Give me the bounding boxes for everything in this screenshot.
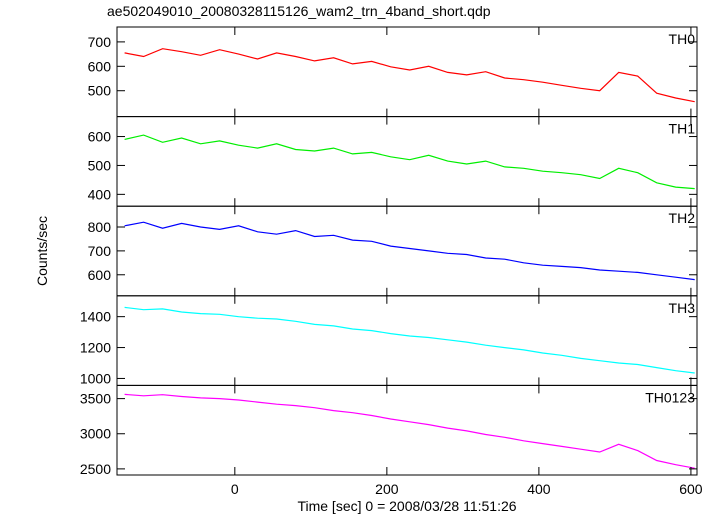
y-tick-label: 3000: [80, 426, 111, 442]
y-tick-label: 800: [88, 219, 112, 235]
light-curve: [124, 221, 695, 281]
x-tick-label: 400: [527, 481, 551, 497]
panel-frame: [116, 116, 698, 207]
panel-frame: [116, 26, 698, 118]
y-tick-label: 500: [88, 157, 112, 173]
x-axis-label: Time [sec] 0 = 2008/03/28 11:51:26: [297, 498, 516, 514]
y-tick-label: 600: [88, 267, 112, 283]
panel-label: TH0: [669, 31, 696, 47]
x-tick-label: 0: [231, 481, 239, 497]
panel-label: TH2: [669, 210, 696, 226]
y-tick-label: 1000: [80, 370, 111, 386]
panel-label: TH1: [669, 121, 696, 137]
y-tick-label: 600: [88, 129, 112, 145]
light-curve: [124, 393, 695, 469]
light-curve: [124, 134, 695, 190]
y-tick-label: 1200: [80, 340, 111, 356]
x-tick-label: 200: [375, 481, 399, 497]
y-tick-label: 700: [88, 243, 112, 259]
panel-frame: [116, 295, 698, 386]
y-tick-label: 700: [88, 34, 112, 50]
x-tick-label: 600: [679, 481, 703, 497]
y-tick-label: 600: [88, 58, 112, 74]
panel-frame: [116, 384, 698, 476]
light-curve: [124, 306, 695, 374]
light-curve: [124, 48, 695, 103]
y-tick-label: 1400: [80, 309, 111, 325]
y-tick-label: 3500: [80, 391, 111, 407]
y-tick-label: 2500: [80, 461, 111, 477]
panel-label: TH0123: [645, 389, 695, 405]
chart-title: ae502049010_20080328115126_wam2_trn_4ban…: [107, 3, 491, 19]
y-tick-label: 500: [88, 83, 112, 99]
panel-label: TH3: [669, 300, 696, 316]
y-tick-label: 400: [88, 186, 112, 202]
y-axis-label: Counts/sec: [34, 216, 50, 286]
panel-frame: [116, 205, 698, 297]
